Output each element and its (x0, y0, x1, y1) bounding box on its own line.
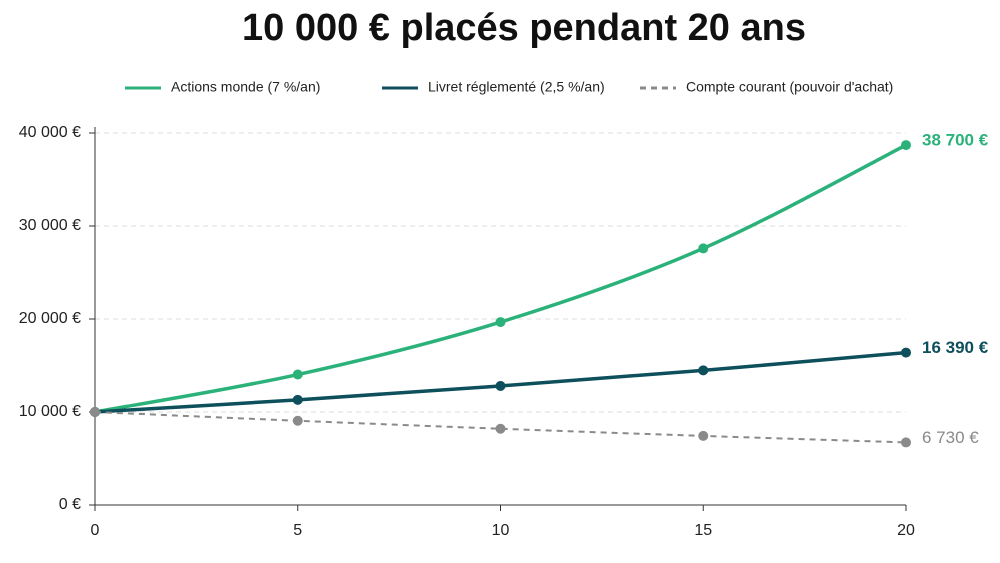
chart-title: 10 000 € placés pendant 20 ans (242, 7, 806, 49)
y-tick-label: 40 000 € (19, 124, 81, 141)
value-label: 38 700 € (922, 131, 989, 150)
x-tick-label: 15 (694, 522, 712, 539)
y-tick-label: 30 000 € (19, 217, 81, 234)
point (292, 415, 303, 426)
point (698, 243, 709, 254)
point (698, 430, 709, 441)
point (901, 140, 911, 151)
x-tick-label: 20 (897, 522, 915, 539)
point (495, 423, 506, 434)
y-tick-label: 20 000 € (19, 310, 81, 327)
x-tick-label: 5 (293, 522, 302, 539)
point (292, 394, 303, 405)
point (698, 365, 709, 376)
legend-label: Actions monde (7 %/an) (171, 79, 320, 95)
point (292, 369, 303, 380)
point (901, 347, 911, 358)
point (901, 437, 911, 448)
point (495, 317, 506, 328)
series-line (94, 143, 907, 414)
point (90, 407, 100, 417)
x-tick-label: 0 (91, 522, 100, 539)
series-line (94, 411, 907, 444)
y-tick-label: 10 000 € (19, 403, 81, 420)
value-label: 6 730 € (922, 428, 979, 447)
y-tick-label: 0 € (59, 496, 81, 513)
legend-label: Compte courant (pouvoir d'achat) (686, 79, 893, 95)
x-tick-label: 10 (492, 522, 510, 539)
point (495, 380, 506, 391)
value-label: 16 390 € (922, 338, 989, 357)
legend-label: Livret réglementé (2,5 %/an) (428, 79, 605, 95)
